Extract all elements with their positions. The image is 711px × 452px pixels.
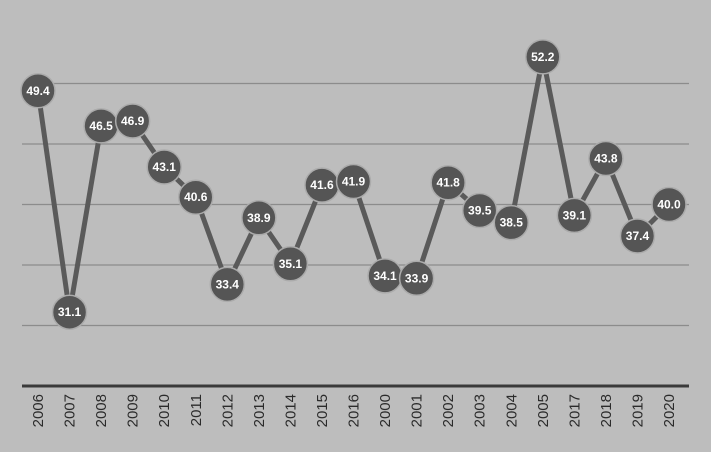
data-point: [272, 246, 309, 282]
data-point: [493, 204, 529, 241]
data-point: [588, 140, 624, 177]
data-point: [20, 73, 56, 109]
data-label: 31.1: [58, 305, 82, 319]
data-label: 40.0: [657, 198, 681, 212]
data-point: [461, 192, 498, 229]
x-tick-label: 2015: [314, 394, 331, 427]
x-tick-label: 2001: [409, 394, 426, 427]
data-label: 33.4: [216, 277, 240, 291]
x-tick-label: 2017: [566, 394, 583, 427]
data-label: 52.2: [531, 50, 555, 64]
x-tick-label: 2005: [535, 394, 552, 427]
data-label: 49.4: [26, 84, 50, 98]
x-tick-label: 2009: [125, 394, 142, 427]
x-tick-label: 2000: [377, 394, 394, 427]
data-label: 43.8: [594, 152, 618, 166]
data-label: 33.9: [405, 271, 429, 285]
x-tick-label: 2019: [629, 394, 646, 427]
data-point: [525, 39, 561, 75]
x-tick-label: 2010: [156, 394, 173, 427]
data-label: 41.9: [342, 175, 366, 189]
x-tick-label: 2011: [188, 394, 205, 426]
x-tick-label: 2016: [346, 394, 363, 427]
data-label: 40.6: [184, 190, 208, 204]
x-tick-label: 2004: [503, 394, 520, 427]
data-point: [430, 164, 466, 201]
x-tick-label: 2018: [598, 394, 615, 427]
data-point: [651, 186, 687, 223]
data-point: [335, 163, 372, 200]
data-point: [241, 200, 277, 236]
data-label: 35.1: [279, 257, 303, 271]
data-point: [619, 218, 656, 254]
data-label: 38.9: [247, 211, 271, 225]
data-label: 41.8: [436, 176, 460, 190]
data-label: 39.5: [468, 204, 492, 218]
data-label: 34.1: [373, 269, 397, 283]
x-tick-label: 2006: [30, 394, 47, 427]
x-tick-label: 2014: [282, 394, 299, 427]
data-point: [114, 103, 151, 139]
data-label: 43.1: [153, 160, 177, 174]
data-point: [556, 197, 593, 234]
data-label: 39.1: [563, 208, 587, 222]
data-markers: [20, 39, 687, 330]
data-label: 38.5: [500, 216, 524, 230]
data-labels: 49.4 31.1 46.5 46.9 43.1 40.6 33.4 38.9 35.1 41.6…: [26, 50, 681, 319]
x-tick-label: 2013: [251, 394, 268, 427]
data-point: [209, 266, 246, 303]
data-label: 46.5: [89, 119, 113, 133]
x-tick-label: 2012: [219, 394, 236, 427]
data-point: [398, 260, 435, 297]
gridlines: [22, 82, 689, 327]
data-label: 41.6: [310, 178, 334, 192]
x-tick-label: 2020: [661, 394, 678, 427]
x-tick-label: 2008: [93, 394, 110, 427]
data-point: [146, 149, 182, 185]
x-tick-label: 2007: [62, 394, 79, 427]
x-tick-label: 2003: [472, 394, 489, 427]
data-point: [178, 179, 214, 215]
x-tick-labels: 2006 2007 2008 2009 2010 2011 2012 2013 2014 2015…: [30, 394, 678, 427]
x-tick-label: 2002: [440, 394, 457, 427]
data-label: 37.4: [626, 229, 650, 243]
data-label: 46.9: [121, 114, 145, 128]
data-point: [51, 294, 88, 330]
